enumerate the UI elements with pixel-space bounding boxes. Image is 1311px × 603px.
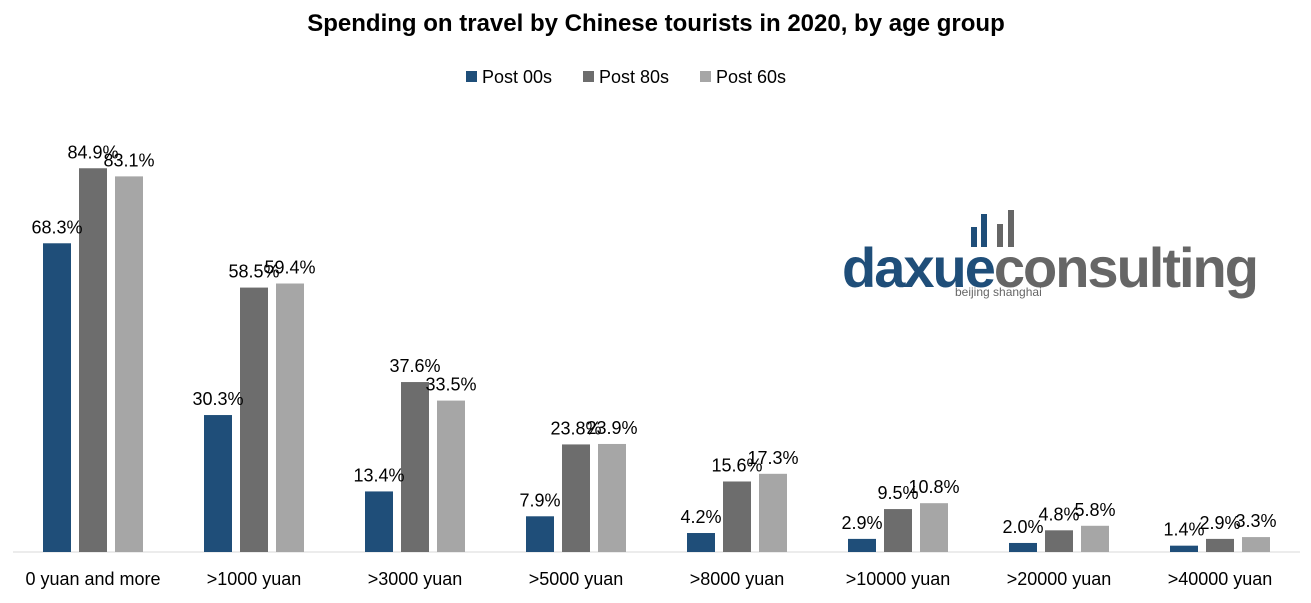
daxue-consulting-logo: daxueconsulting beijing shanghai <box>842 210 1259 299</box>
chart-title: Spending on travel by Chinese tourists i… <box>307 10 1004 37</box>
data-label: 37.6% <box>389 356 440 376</box>
legend-swatch <box>466 71 477 82</box>
bar-post-60s <box>920 503 948 552</box>
bar-post-00s <box>526 516 554 552</box>
legend-label: Post 80s <box>599 67 669 87</box>
logo-tagline: beijing shanghai <box>955 285 1042 299</box>
data-label: 13.4% <box>353 465 404 485</box>
data-label: 2.9% <box>1199 513 1240 533</box>
data-label: 10.8% <box>908 477 959 497</box>
bar-post-80s <box>723 481 751 552</box>
bar-post-00s <box>848 538 876 552</box>
x-tick-label: >1000 yuan <box>207 569 302 589</box>
data-label: 15.6% <box>711 455 762 475</box>
data-label: 7.9% <box>519 490 560 510</box>
data-label: 9.5% <box>877 483 918 503</box>
bar-post-60s <box>598 443 626 552</box>
svg-text:daxueconsulting: daxueconsulting <box>842 236 1257 299</box>
data-label: 68.3% <box>31 217 82 237</box>
data-label: 1.4% <box>1163 520 1204 540</box>
data-label: 23.9% <box>586 418 637 438</box>
bar-post-00s <box>687 533 715 552</box>
legend-label: Post 00s <box>482 67 552 87</box>
data-label: 83.1% <box>103 150 154 170</box>
data-label: 4.2% <box>680 507 721 527</box>
data-label: 84.9% <box>67 142 118 162</box>
data-label: 23.8% <box>550 418 601 438</box>
bar-post-60s <box>276 283 304 552</box>
bar-post-80s <box>562 444 590 552</box>
x-tick-label: >10000 yuan <box>846 569 951 589</box>
bar-post-60s <box>437 400 465 552</box>
bar-post-00s <box>1009 542 1037 552</box>
bar-post-00s <box>43 243 71 552</box>
bar-post-60s <box>115 176 143 552</box>
bar-post-60s <box>1081 525 1109 552</box>
x-tick-label: >8000 yuan <box>690 569 785 589</box>
legend-swatch <box>583 71 594 82</box>
data-label: 58.5% <box>228 262 279 282</box>
data-label: 5.8% <box>1074 500 1115 520</box>
data-label: 2.9% <box>841 513 882 533</box>
data-label: 2.0% <box>1002 517 1043 537</box>
x-tick-label: >5000 yuan <box>529 569 624 589</box>
data-label: 30.3% <box>192 389 243 409</box>
legend-label: Post 60s <box>716 67 786 87</box>
bar-post-00s <box>365 491 393 552</box>
data-label: 3.3% <box>1235 511 1276 531</box>
data-label: 33.5% <box>425 375 476 395</box>
bar-post-00s <box>1170 545 1198 552</box>
bar-post-80s <box>884 509 912 552</box>
x-tick-label: >3000 yuan <box>368 569 463 589</box>
legend-swatch <box>700 71 711 82</box>
bar-post-80s <box>240 287 268 552</box>
bar-post-80s <box>401 382 429 552</box>
bar-post-00s <box>204 415 232 552</box>
bar-post-80s <box>1206 538 1234 552</box>
x-tick-label: >20000 yuan <box>1007 569 1112 589</box>
x-tick-label: >40000 yuan <box>1168 569 1273 589</box>
bar-post-60s <box>1242 537 1270 552</box>
data-label: 4.8% <box>1038 504 1079 524</box>
data-label: 17.3% <box>747 448 798 468</box>
bar-post-80s <box>79 168 107 552</box>
bar-post-80s <box>1045 530 1073 552</box>
data-label: 59.4% <box>264 258 315 278</box>
x-tick-label: 0 yuan and more <box>25 569 160 589</box>
legend: Post 00s Post 80s Post 60s <box>466 67 786 87</box>
bar-post-60s <box>759 473 787 552</box>
